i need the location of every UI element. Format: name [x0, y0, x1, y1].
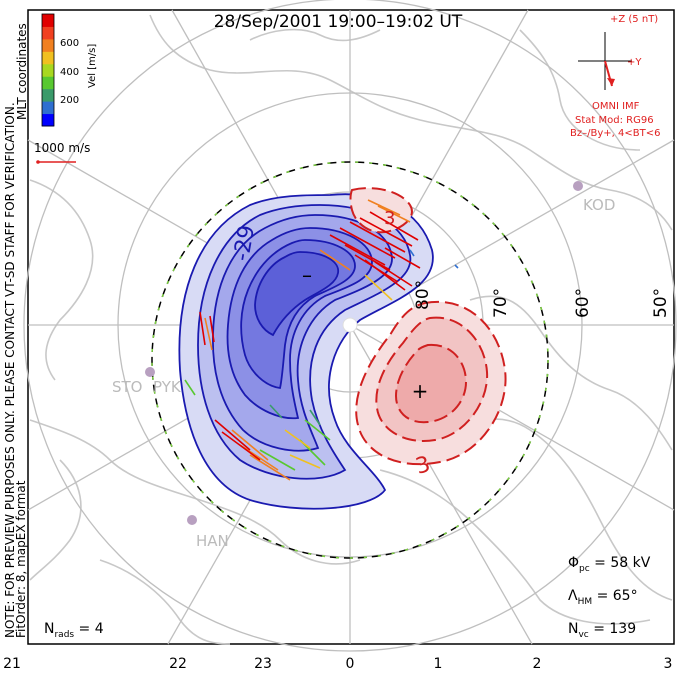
mlt-label-3: 3 — [664, 656, 673, 672]
colorbar-tick-600: 600 — [60, 38, 79, 49]
mlt-label-22: 22 — [169, 656, 187, 672]
colorbar-title: Vel [m/s] — [87, 44, 98, 88]
station-markers — [145, 181, 583, 525]
statistics: Φpc = 58 kV ΛHM = 65° Nvc = 139 Nrads = … — [44, 555, 651, 640]
station-label-kod: KOD — [583, 196, 615, 214]
preview-note: NOTE: FOR PREVIEW PURPOSES ONLY. PLEASE … — [3, 102, 17, 638]
mlt-coordinates-label: MLT coordinates — [15, 23, 29, 120]
imf-clock — [578, 32, 632, 90]
latitude-labels: 80° 70° 60° 50° — [413, 280, 671, 318]
mlt-axis-labels: 21 22 23 0 1 2 3 — [3, 656, 672, 672]
imf-source-label: OMNI IMF — [592, 101, 640, 112]
mlt-label-23: 23 — [254, 656, 272, 672]
colorbar-segment — [42, 76, 54, 90]
colorbar-segment — [42, 101, 54, 115]
station-label-pyk: PYK — [153, 378, 182, 396]
mlt-label-21: 21 — [3, 656, 21, 672]
imf-z-label: +Z (5 nT) — [610, 14, 658, 25]
lat-label-70: 70° — [491, 288, 511, 318]
colorbar-border — [41, 13, 55, 127]
colorbar-tick-200: 200 — [60, 95, 79, 106]
negative-contour-label: -29 — [229, 223, 260, 263]
colorbar-segment — [42, 88, 54, 102]
positive-potential-cell — [349, 187, 507, 466]
stat-mod-label: Stat Mod: RG96 — [575, 115, 654, 126]
negative-potential-cell — [178, 193, 434, 510]
mlt-label-2: 2 — [533, 656, 542, 672]
velocity-colorbar — [41, 13, 55, 127]
coastlines — [29, 14, 673, 645]
velocity-vectors — [184, 199, 459, 481]
positive-contour-label-top: 3 — [384, 208, 395, 229]
mlt-label-1: 1 — [434, 656, 443, 672]
colorbar-segment — [42, 63, 54, 77]
colorbar-tick-400: 400 — [60, 67, 79, 78]
positive-extremum-marker: + — [412, 379, 429, 403]
imf-y-label: +Y — [627, 57, 642, 68]
mlt-label-0: 0 — [346, 656, 355, 672]
scale-vector-label: 1000 m/s — [34, 141, 90, 155]
fit-order-label: FitOrder: 8, mapEX format — [14, 480, 28, 638]
colorbar-segment — [42, 26, 54, 40]
lat-label-80: 80° — [413, 280, 433, 310]
colorbar-segment — [42, 51, 54, 65]
vector-count: Nvc = 139 — [568, 621, 636, 640]
colorbar-segment — [42, 113, 54, 127]
positive-contour-label: 3 — [413, 452, 433, 480]
imf-condition-label: Bz–/By+, 4<BT<6 — [570, 128, 660, 139]
negative-extremum-marker: – — [302, 263, 312, 287]
geomagnetic-pole — [342, 317, 358, 333]
station-label-sto: STO — [112, 378, 143, 396]
colorbar-segment — [42, 38, 54, 52]
station-label-han: HAN — [196, 532, 229, 550]
cross-polar-potential: Φpc = 58 kV — [568, 555, 651, 574]
station-labels: KOD STO PYK HAN — [112, 196, 615, 550]
lat-label-60: 60° — [573, 288, 593, 318]
radar-count: Nrads = 4 — [44, 621, 104, 640]
map-title: 28/Sep/2001 19:00–19:02 UT — [214, 12, 463, 32]
scale-vector-origin — [36, 160, 40, 164]
colorbar-segment — [42, 14, 54, 27]
hm-boundary-latitude: ΛHM = 65° — [568, 588, 638, 607]
heppner-maynard-boundary-green — [151, 161, 549, 559]
lat-label-50: 50° — [651, 288, 671, 318]
